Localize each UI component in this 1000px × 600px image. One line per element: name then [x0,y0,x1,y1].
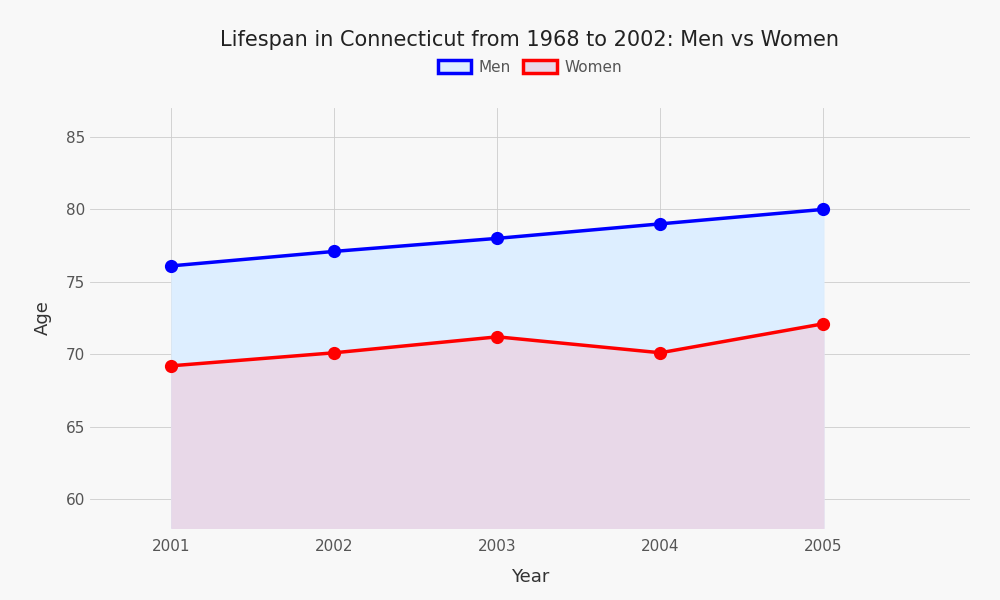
Title: Lifespan in Connecticut from 1968 to 2002: Men vs Women: Lifespan in Connecticut from 1968 to 200… [220,29,840,49]
Legend: Men, Women: Men, Women [432,53,628,80]
X-axis label: Year: Year [511,568,549,586]
Y-axis label: Age: Age [34,301,52,335]
